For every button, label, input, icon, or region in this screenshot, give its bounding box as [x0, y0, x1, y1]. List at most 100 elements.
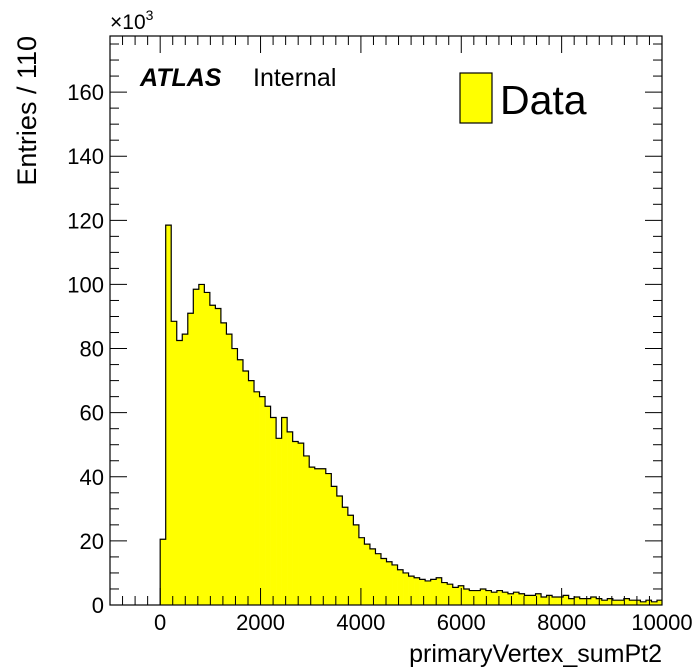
y-tick-label: 160 [67, 80, 104, 105]
histogram-bin [325, 473, 332, 605]
histogram-bin [209, 305, 216, 605]
histogram-bin [623, 598, 630, 605]
histogram-bin [287, 431, 293, 605]
legend: Data [459, 72, 587, 124]
histogram-bin [463, 588, 470, 605]
y-tick-label: 140 [67, 144, 104, 169]
histogram-bin [193, 289, 200, 605]
histogram-bin [309, 467, 316, 605]
x-axis-label: primaryVertex_sumPt2 [409, 640, 662, 668]
histogram-bin [491, 592, 498, 605]
histogram-bin [629, 600, 636, 605]
histogram-bin [231, 348, 238, 605]
histogram-bin [414, 577, 420, 605]
histogram-bin [513, 592, 520, 605]
histogram-bin [397, 569, 404, 605]
histogram-bin [585, 598, 592, 605]
histogram-bin [474, 590, 481, 605]
legend-label: Data [500, 77, 587, 123]
histogram-bin [237, 359, 244, 605]
y-tick-label: 100 [67, 272, 104, 297]
x-tick-label: 2000 [236, 610, 285, 635]
histogram-bin [215, 308, 222, 605]
histogram-bin [248, 380, 255, 605]
legend-swatch [459, 72, 493, 124]
histogram-bin [198, 284, 205, 605]
histogram-bin [563, 595, 569, 605]
histogram-bin [265, 406, 271, 605]
y-axis-label: Entries / 110 [12, 36, 42, 186]
histogram-bin [541, 596, 547, 605]
histogram-bin [220, 322, 227, 605]
x-tick-label: 0 [154, 610, 166, 635]
histogram-bin [276, 438, 282, 605]
histogram-bin [656, 600, 663, 605]
histogram-bin [518, 593, 525, 605]
y-tick-label: 40 [80, 465, 104, 490]
y-tick-label: 0 [92, 593, 104, 618]
histogram-bin [507, 593, 514, 605]
histogram-bin [425, 580, 431, 605]
histogram-bin [645, 600, 652, 605]
x-tick-label: 8000 [537, 610, 586, 635]
histogram-bin [441, 582, 448, 605]
histogram-bin [353, 524, 360, 605]
histogram-bin [254, 391, 260, 605]
y-tick-label: 60 [80, 401, 104, 426]
y-tick-label: 120 [67, 208, 104, 233]
histogram-bin [320, 468, 327, 605]
histogram-bin [480, 588, 487, 605]
histogram-bin [590, 596, 597, 605]
x-tick-label: 10000 [631, 610, 692, 635]
histogram-bin [171, 321, 178, 605]
histogram-bars [160, 225, 663, 606]
histogram-bin [270, 417, 277, 605]
histogram-bin [375, 553, 382, 605]
histogram-bin [607, 598, 614, 605]
histogram-bin [601, 600, 608, 605]
histogram-bin [347, 515, 354, 605]
histogram-bin [568, 598, 575, 605]
x-tick-label: 4000 [336, 610, 385, 635]
histogram-bin [502, 592, 509, 605]
histogram-bin [160, 539, 167, 605]
atlas-internal-label: Internal [253, 64, 336, 92]
histogram-bin [430, 579, 437, 605]
histogram-bin [369, 548, 376, 605]
histogram-bin [281, 417, 288, 605]
histogram-bin [303, 455, 310, 605]
histogram-bin [380, 558, 387, 605]
histogram-bin [496, 590, 503, 605]
histogram-bin [204, 292, 211, 605]
histogram-bin [469, 590, 476, 605]
histogram-bin [618, 600, 625, 605]
histogram-bin [419, 579, 426, 605]
histogram-bin [331, 486, 338, 605]
histogram-bin [187, 313, 194, 605]
y-tick-label: 80 [80, 337, 104, 362]
histogram-bin [612, 600, 619, 605]
histogram-bin [557, 596, 564, 605]
histogram-bin [314, 468, 321, 605]
y-tick-label: 20 [80, 529, 104, 554]
axis-ticks [109, 36, 663, 606]
histogram-bin [392, 564, 398, 605]
histogram-bin [579, 598, 586, 605]
histogram-bin [485, 590, 492, 605]
histogram-bin [408, 576, 415, 605]
histogram-bin [292, 441, 299, 605]
histogram-bin [524, 595, 531, 605]
histogram-bin [530, 595, 536, 605]
histogram-bin [182, 334, 189, 605]
histogram-bin [358, 537, 365, 605]
x-tick-label: 6000 [437, 610, 486, 635]
histogram-bin [651, 601, 658, 605]
histogram-bin [226, 334, 233, 605]
histogram-bin [176, 340, 183, 605]
histogram-outline [159, 224, 662, 605]
histogram-bin [634, 600, 641, 605]
histogram-bin [165, 225, 172, 606]
histogram-bin [447, 584, 454, 605]
histogram-bin [342, 507, 349, 605]
